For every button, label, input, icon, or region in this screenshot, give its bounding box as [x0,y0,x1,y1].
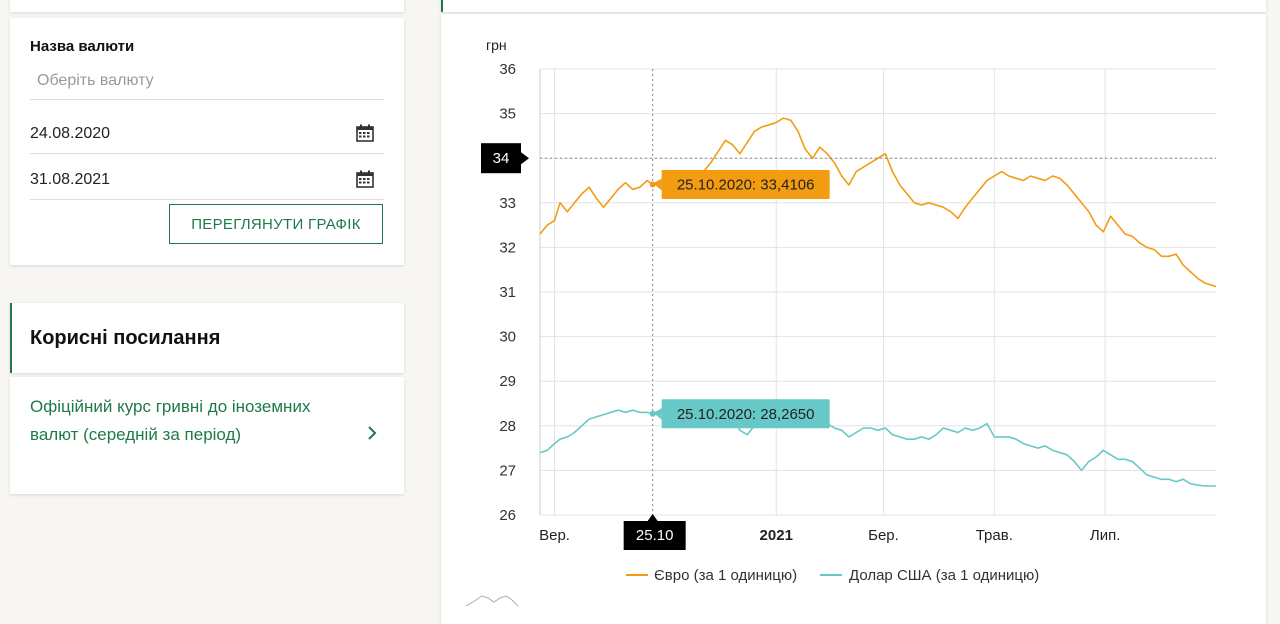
date-from-field[interactable]: 24.08.2020 [30,114,384,154]
accent-bar [441,0,443,12]
tooltip-label-1: 25.10.2020: 28,2650 [677,406,815,423]
x-tick-label: Бер. [868,527,899,544]
chart-top-stub [441,0,1266,12]
y-tick-label: 33 [499,195,516,212]
accent-bar [10,303,12,373]
calendar-icon[interactable] [356,124,374,142]
crosshair-y-pointer [521,152,529,165]
y-tick-label: 29 [499,373,516,390]
tooltip-box-0 [661,170,830,200]
crosshair-x-pointer [647,514,658,521]
useful-links-title: Корисні посилання [30,327,221,349]
y-tick-label: 32 [499,239,516,256]
date-to-value: 31.08.2021 [30,171,111,188]
calendar-icon[interactable] [356,170,374,188]
useful-links-list: Офіційний курс гривні до іноземних валют… [10,377,404,494]
range-navigator [465,595,519,607]
tooltip-pointer-0 [654,178,662,191]
currency-select[interactable]: Оберіть валюту [30,66,384,100]
filter-panel: Назва валюти Оберіть валюту 24.08.2020 3… [10,18,404,265]
date-from-value: 24.08.2020 [30,125,111,142]
currency-label: Назва валюти [30,38,135,55]
legend-item-1[interactable]: Долар США (за 1 одиницю) [849,567,1039,584]
crosshair-y-label: 34 [493,150,510,167]
chevron-right-icon[interactable] [366,425,378,441]
tooltip-box-1 [661,399,830,429]
legend-item-0[interactable]: Євро (за 1 одиницю) [654,567,797,584]
tooltips: 25.10.2020: 33,4106 25.10.2020: 28,2650 [649,170,830,429]
y-tick-label: 27 [499,462,516,479]
y-axis: грн 26 27 28 29 30 31 32 33 34 35 36 [486,37,516,524]
date-to-field[interactable]: 31.08.2021 [30,160,384,200]
series-lines [539,117,1217,487]
chart-grid [539,68,1216,516]
crosshair-y-box [481,143,521,174]
crosshair-x-box [623,521,686,550]
x-axis: Вер. 2021 Бер. Трав. Лип. [539,527,1120,544]
y-tick-label: 35 [499,106,516,123]
legend: Євро (за 1 одиницю) Долар США (за 1 одини… [626,567,1039,584]
y-tick-label: 31 [499,284,516,301]
crosshair-x-label: 25.10 [636,527,674,544]
tooltip-label-0: 25.10.2020: 33,4106 [677,177,815,194]
x-tick-label: 2021 [760,527,793,544]
official-rate-link[interactable]: Офіційний курс гривні до іноземних валют… [30,397,311,444]
series-line-0 [539,117,1217,288]
y-tick-label: 28 [499,418,516,435]
y-axis-label: грн [486,37,507,53]
y-tick-label: 30 [499,329,516,346]
chart-panel [441,14,1266,624]
y-tick-label: 36 [499,61,516,78]
view-chart-button[interactable]: ПЕРЕГЛЯНУТИ ГРАФІК [169,204,383,244]
crosshair: 34 25.10 [481,69,1216,550]
useful-links-header: Корисні посилання [10,303,404,373]
x-tick-label: Лип. [1090,527,1121,544]
top-card-stub [10,0,404,12]
tooltip-point-0 [649,181,656,188]
tooltip-pointer-1 [654,407,662,420]
x-tick-label: Вер. [539,527,570,544]
x-tick-label: Трав. [976,527,1013,544]
y-tick-label: 26 [499,507,516,524]
series-line-1 [539,407,1216,487]
tooltip-point-1 [649,410,656,417]
range-navigator-icon [465,595,519,607]
